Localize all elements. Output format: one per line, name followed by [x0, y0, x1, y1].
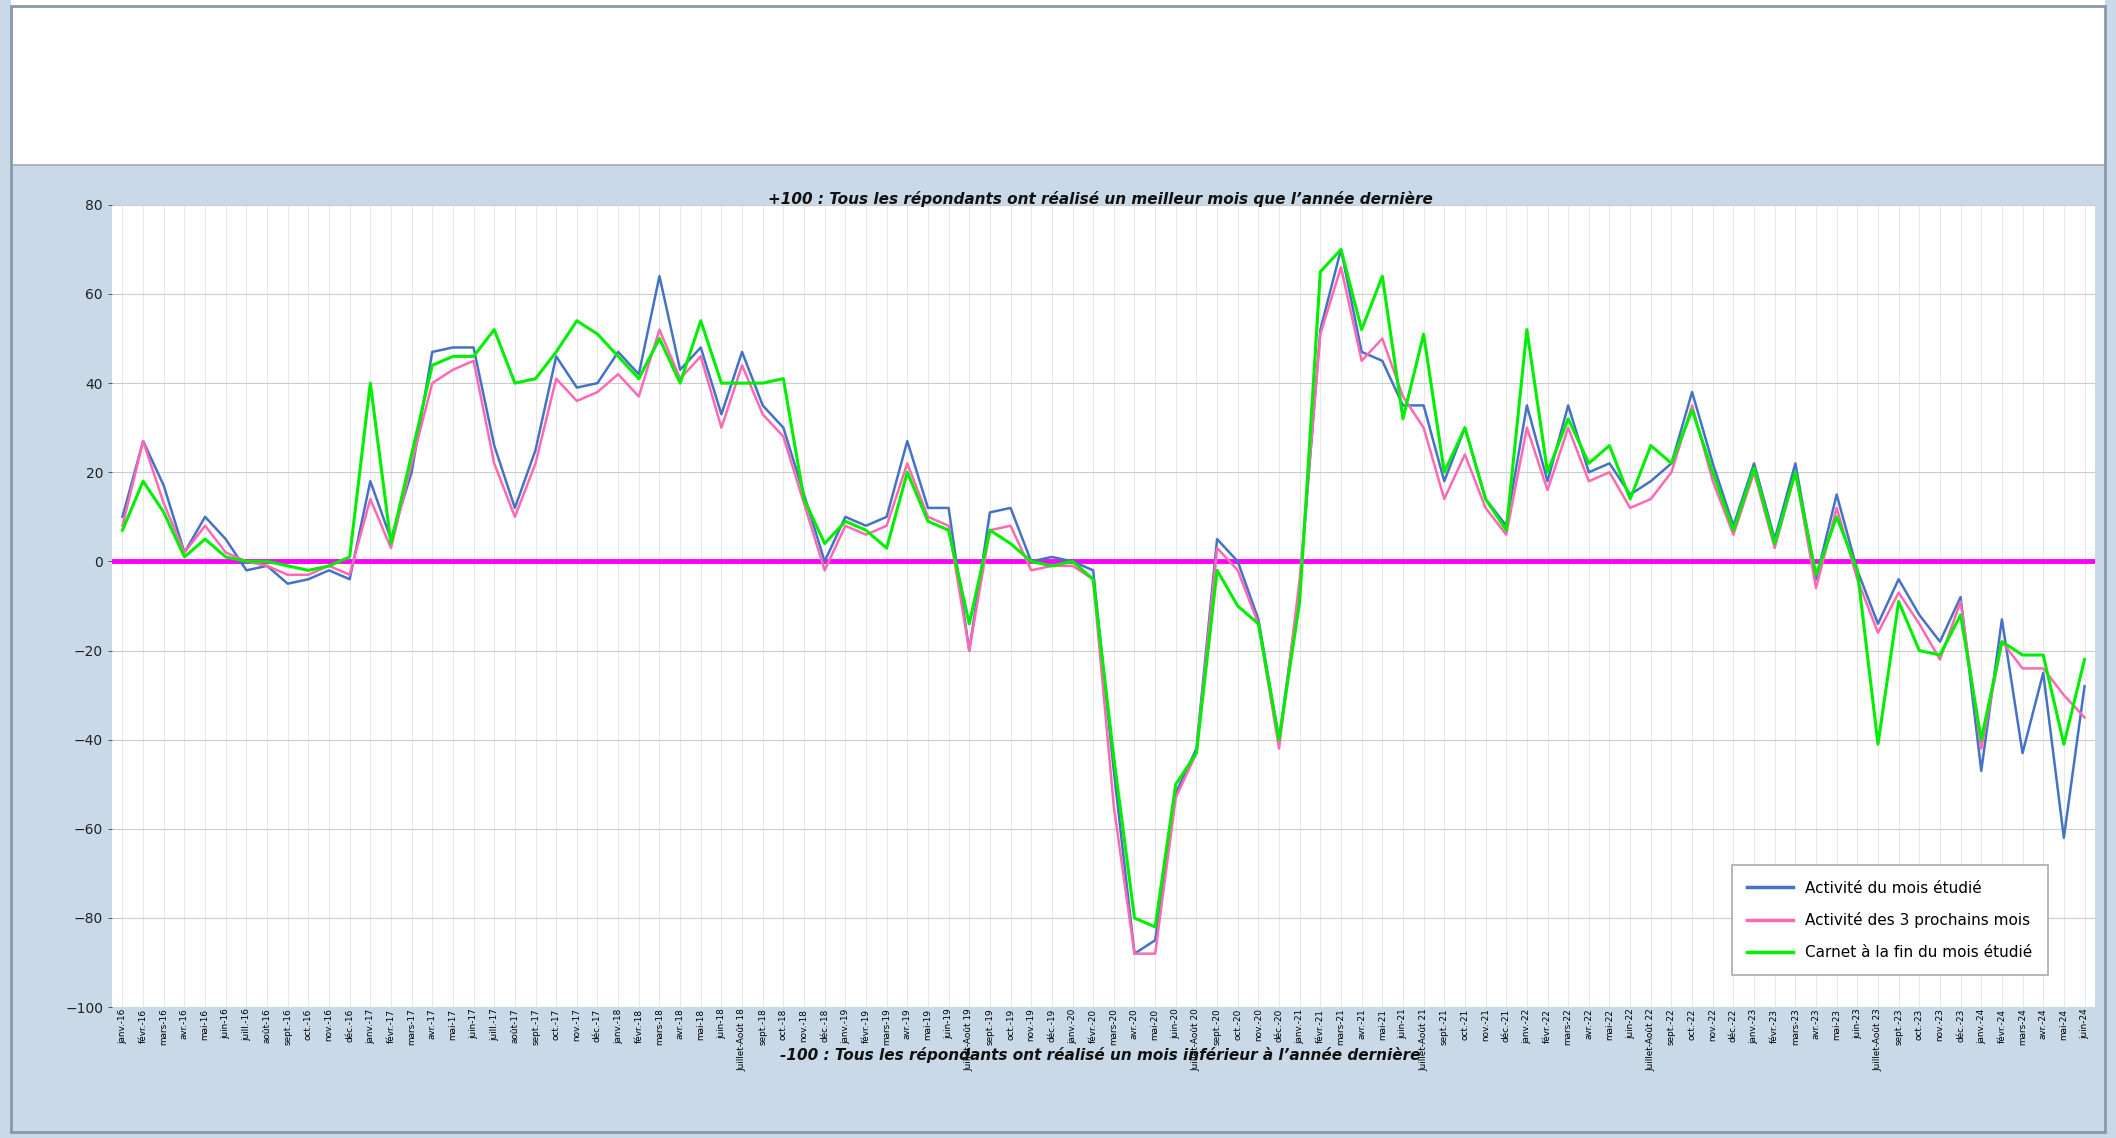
Text: ( Solde d’opinions, 100 répondants chaque mois ): ( Solde d’opinions, 100 répondants chaqu… [1041, 119, 1488, 138]
Text: +100 : Tous les répondants ont réalisé un meilleur mois que l’année dernière: +100 : Tous les répondants ont réalisé u… [768, 191, 1433, 207]
Text: Les industriels de la Mécatronique: Les industriels de la Mécatronique [97, 109, 313, 122]
Text: ✳: ✳ [19, 23, 61, 71]
Text: ARTEMA: ARTEMA [150, 25, 343, 67]
Text: Membre de la FIM: Membre de la FIM [154, 143, 256, 154]
Text: -100 : Tous les répondants ont réalisé un mois inférieur à l’année dernière: -100 : Tous les répondants ont réalisé u… [781, 1047, 1420, 1064]
Legend: Activité du mois étudié, Activité des 3 prochains mois, Carnet à la fin du mois : Activité du mois étudié, Activité des 3 … [1731, 865, 2048, 975]
Text: INDICATEUR GLOBAL ARTEMA: INDICATEUR GLOBAL ARTEMA [965, 41, 1564, 75]
